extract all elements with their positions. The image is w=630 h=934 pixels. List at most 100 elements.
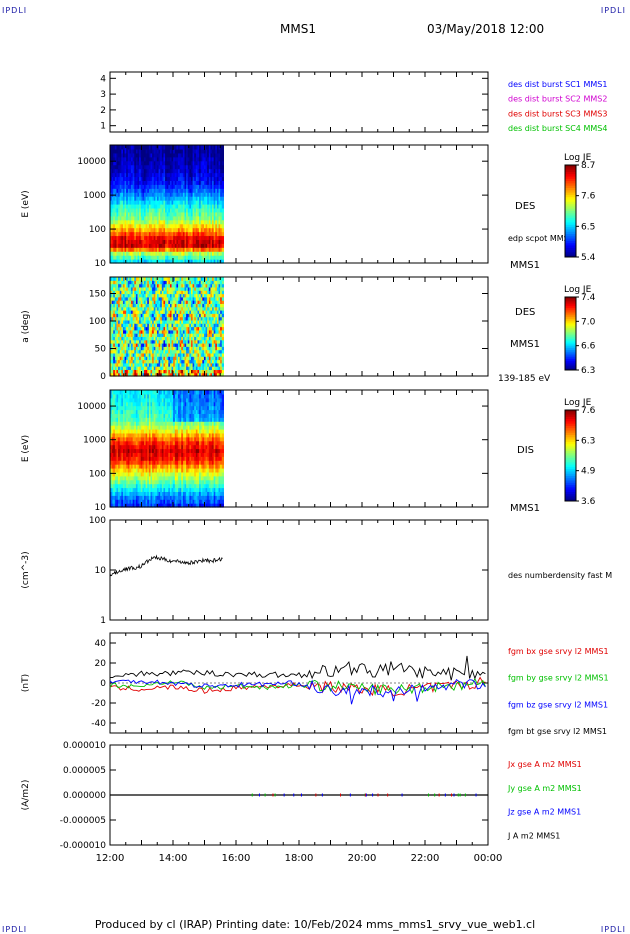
spectrogram-cell: [205, 280, 208, 285]
spectrogram-cell: [135, 343, 139, 347]
spectrogram-cell: [169, 176, 173, 181]
spectrogram-cell: [207, 219, 210, 225]
spectrogram-cell: [178, 362, 181, 367]
spectrogram-cell: [163, 255, 166, 260]
spectrogram-cell: [171, 243, 174, 248]
spectrogram-cell: [220, 277, 223, 281]
spectrogram-cell: [142, 300, 145, 304]
spectrogram-cell: [156, 196, 160, 201]
spectrogram-cell: [207, 300, 210, 304]
spectrogram-cell: [124, 200, 127, 205]
spectrogram-cell: [210, 290, 213, 295]
spectrogram-cell: [208, 156, 212, 162]
spectrogram-cell: [126, 168, 129, 174]
spectrogram-cell: [173, 352, 176, 357]
spectrogram-cell: [220, 219, 223, 225]
spectrogram-cell: [171, 329, 174, 334]
spectrogram-cell: [156, 286, 160, 291]
spectrogram-cell: [135, 336, 139, 341]
spectrogram-cell: [144, 372, 147, 377]
spectrogram-cell: [207, 192, 210, 197]
spectrogram-cell: [131, 346, 134, 351]
spectrogram-cell: [145, 255, 148, 260]
spectrogram-cell: [148, 343, 152, 347]
spectrogram-cell: [116, 421, 119, 426]
spectrogram-cell: [163, 152, 166, 158]
spectrogram-cell: [132, 421, 135, 426]
spectrogram-cell: [174, 310, 178, 314]
spectrogram-cell: [213, 277, 216, 281]
spectrogram-cell: [132, 164, 135, 170]
spectrogram-cell: [116, 184, 119, 189]
spectrogram-cell: [111, 362, 114, 367]
spectrogram-cell: [176, 204, 179, 209]
spectrogram-cell: [148, 168, 152, 174]
spectrogram-cell: [160, 156, 163, 162]
spectrogram-cell: [169, 293, 173, 298]
spectrogram-cell: [179, 329, 182, 334]
spectrogram-cell: [156, 200, 160, 205]
spectrogram-cell: [126, 164, 129, 170]
spectrogram-cell: [126, 247, 129, 252]
spectrogram-cell: [116, 448, 119, 453]
spectrogram-cell: [200, 319, 203, 324]
spectrogram-cell: [116, 277, 119, 281]
spectrogram-cell: [207, 196, 210, 201]
spectrogram-cell: [145, 251, 148, 256]
spectrogram-cell: [216, 235, 220, 240]
spectrogram-cell: [156, 343, 160, 347]
spectrogram-cell: [195, 343, 199, 347]
spectrogram-cell: [121, 196, 124, 201]
spectrogram-cell: [166, 369, 169, 374]
spectrogram-cell: [218, 323, 221, 328]
spectrogram-cell: [210, 243, 213, 248]
spectrogram-cell: [166, 329, 169, 334]
spectrogram-cell: [181, 319, 184, 324]
spectrogram-cell: [156, 215, 160, 221]
spectrogram-cell: [116, 223, 119, 229]
spectrogram-cell: [221, 251, 224, 256]
spectrogram-cell: [113, 192, 116, 197]
spectrogram-cell: [156, 204, 160, 209]
spectrogram-cell: [173, 283, 176, 288]
spectrogram-cell: [145, 219, 148, 225]
spectrogram-cell: [181, 346, 184, 351]
colorbar-segment: [565, 222, 576, 226]
spectrogram-cell: [134, 219, 137, 225]
spectrogram-cell: [212, 259, 215, 264]
spectrogram-cell: [195, 339, 199, 344]
spectrogram-cell: [160, 235, 163, 240]
spectrogram-cell: [126, 306, 129, 311]
spectrogram-cell: [140, 172, 143, 178]
spectrogram-cell: [191, 366, 194, 370]
spectrogram-cell: [189, 293, 192, 298]
spectrogram-cell: [189, 231, 192, 237]
spectrogram-cell: [215, 333, 218, 337]
spectrogram-cell: [110, 164, 113, 170]
spectrogram-cell: [145, 296, 148, 301]
spectrogram-cell: [121, 290, 124, 295]
spectrogram-cell: [171, 231, 174, 237]
colorbar-segment: [565, 340, 576, 344]
spectrogram-cell: [137, 372, 140, 377]
spectrogram-cell: [116, 401, 119, 407]
spectrogram-cell: [121, 464, 124, 469]
spectrogram-cell: [142, 204, 145, 209]
spectrogram-cell: [150, 251, 153, 256]
spectrogram-cell: [203, 211, 207, 217]
spectrogram-cell: [205, 369, 208, 374]
spectrogram-cell: [127, 432, 131, 438]
spectrogram-cell: [169, 259, 173, 264]
spectrogram-cell: [132, 160, 135, 166]
spectrogram-cell: [134, 319, 137, 324]
spectrogram-cell: [144, 362, 147, 367]
spectrogram-cell: [212, 215, 215, 221]
spectrogram-cell: [156, 188, 160, 193]
spectrogram-cell: [126, 313, 129, 318]
spectrogram-cell: [122, 413, 126, 418]
spectrogram-cell: [113, 326, 116, 331]
spectrogram-cell: [221, 172, 224, 178]
spectrogram-cell: [166, 259, 169, 264]
spectrogram-cell: [110, 313, 113, 318]
spectrogram-cell: [118, 215, 121, 221]
